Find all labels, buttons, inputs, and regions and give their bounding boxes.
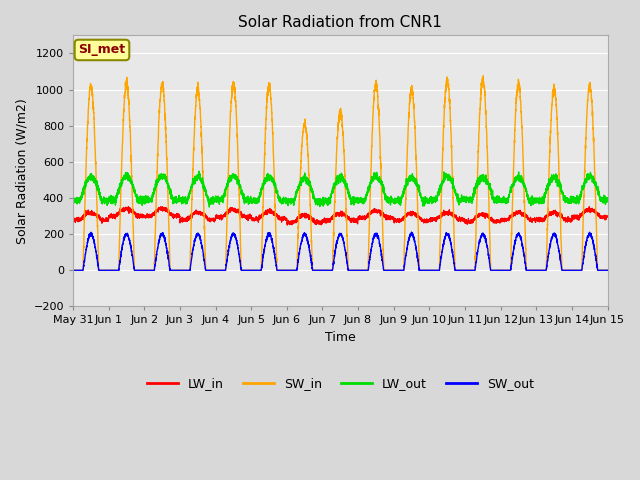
LW_in <box>165 211 173 216</box>
SW_out <box>603 267 611 273</box>
SW_out <box>460 267 468 273</box>
SW_out <box>408 229 415 235</box>
LW_in <box>69 218 77 224</box>
SW_in <box>460 267 468 273</box>
SW_out <box>604 267 611 273</box>
SW_in <box>490 267 498 273</box>
LW_out <box>195 168 203 174</box>
LW_out <box>603 196 611 202</box>
LW_in <box>603 214 611 220</box>
Legend: LW_in, SW_in, LW_out, SW_out: LW_in, SW_in, LW_out, SW_out <box>142 372 539 396</box>
LW_out <box>460 193 468 199</box>
Line: SW_out: SW_out <box>73 232 607 270</box>
Line: LW_in: LW_in <box>73 207 607 225</box>
SW_in <box>165 237 173 242</box>
LW_in <box>491 219 499 225</box>
SW_in <box>604 267 611 273</box>
LW_out <box>165 186 173 192</box>
SW_out <box>69 267 77 273</box>
Line: LW_out: LW_out <box>73 171 607 207</box>
SW_out <box>431 267 438 273</box>
SW_in <box>479 73 487 79</box>
LW_out <box>69 201 77 206</box>
LW_out <box>431 196 438 202</box>
SW_out <box>490 267 498 273</box>
LW_in <box>604 213 611 219</box>
SW_out <box>320 267 328 273</box>
Line: SW_in: SW_in <box>73 76 607 270</box>
LW_in <box>125 204 132 210</box>
SW_in <box>603 267 611 273</box>
SW_in <box>69 267 77 273</box>
X-axis label: Time: Time <box>325 331 356 344</box>
LW_out <box>604 195 611 201</box>
LW_out <box>205 204 213 210</box>
SW_in <box>320 267 328 273</box>
LW_in <box>321 215 328 221</box>
Y-axis label: Solar Radiation (W/m2): Solar Radiation (W/m2) <box>15 98 28 244</box>
LW_in <box>284 222 291 228</box>
LW_in <box>460 216 468 222</box>
SW_out <box>165 261 173 267</box>
Title: Solar Radiation from CNR1: Solar Radiation from CNR1 <box>238 15 442 30</box>
LW_out <box>491 196 499 202</box>
LW_in <box>431 216 438 221</box>
LW_out <box>321 201 328 207</box>
Text: SI_met: SI_met <box>79 44 125 57</box>
SW_in <box>431 267 438 273</box>
